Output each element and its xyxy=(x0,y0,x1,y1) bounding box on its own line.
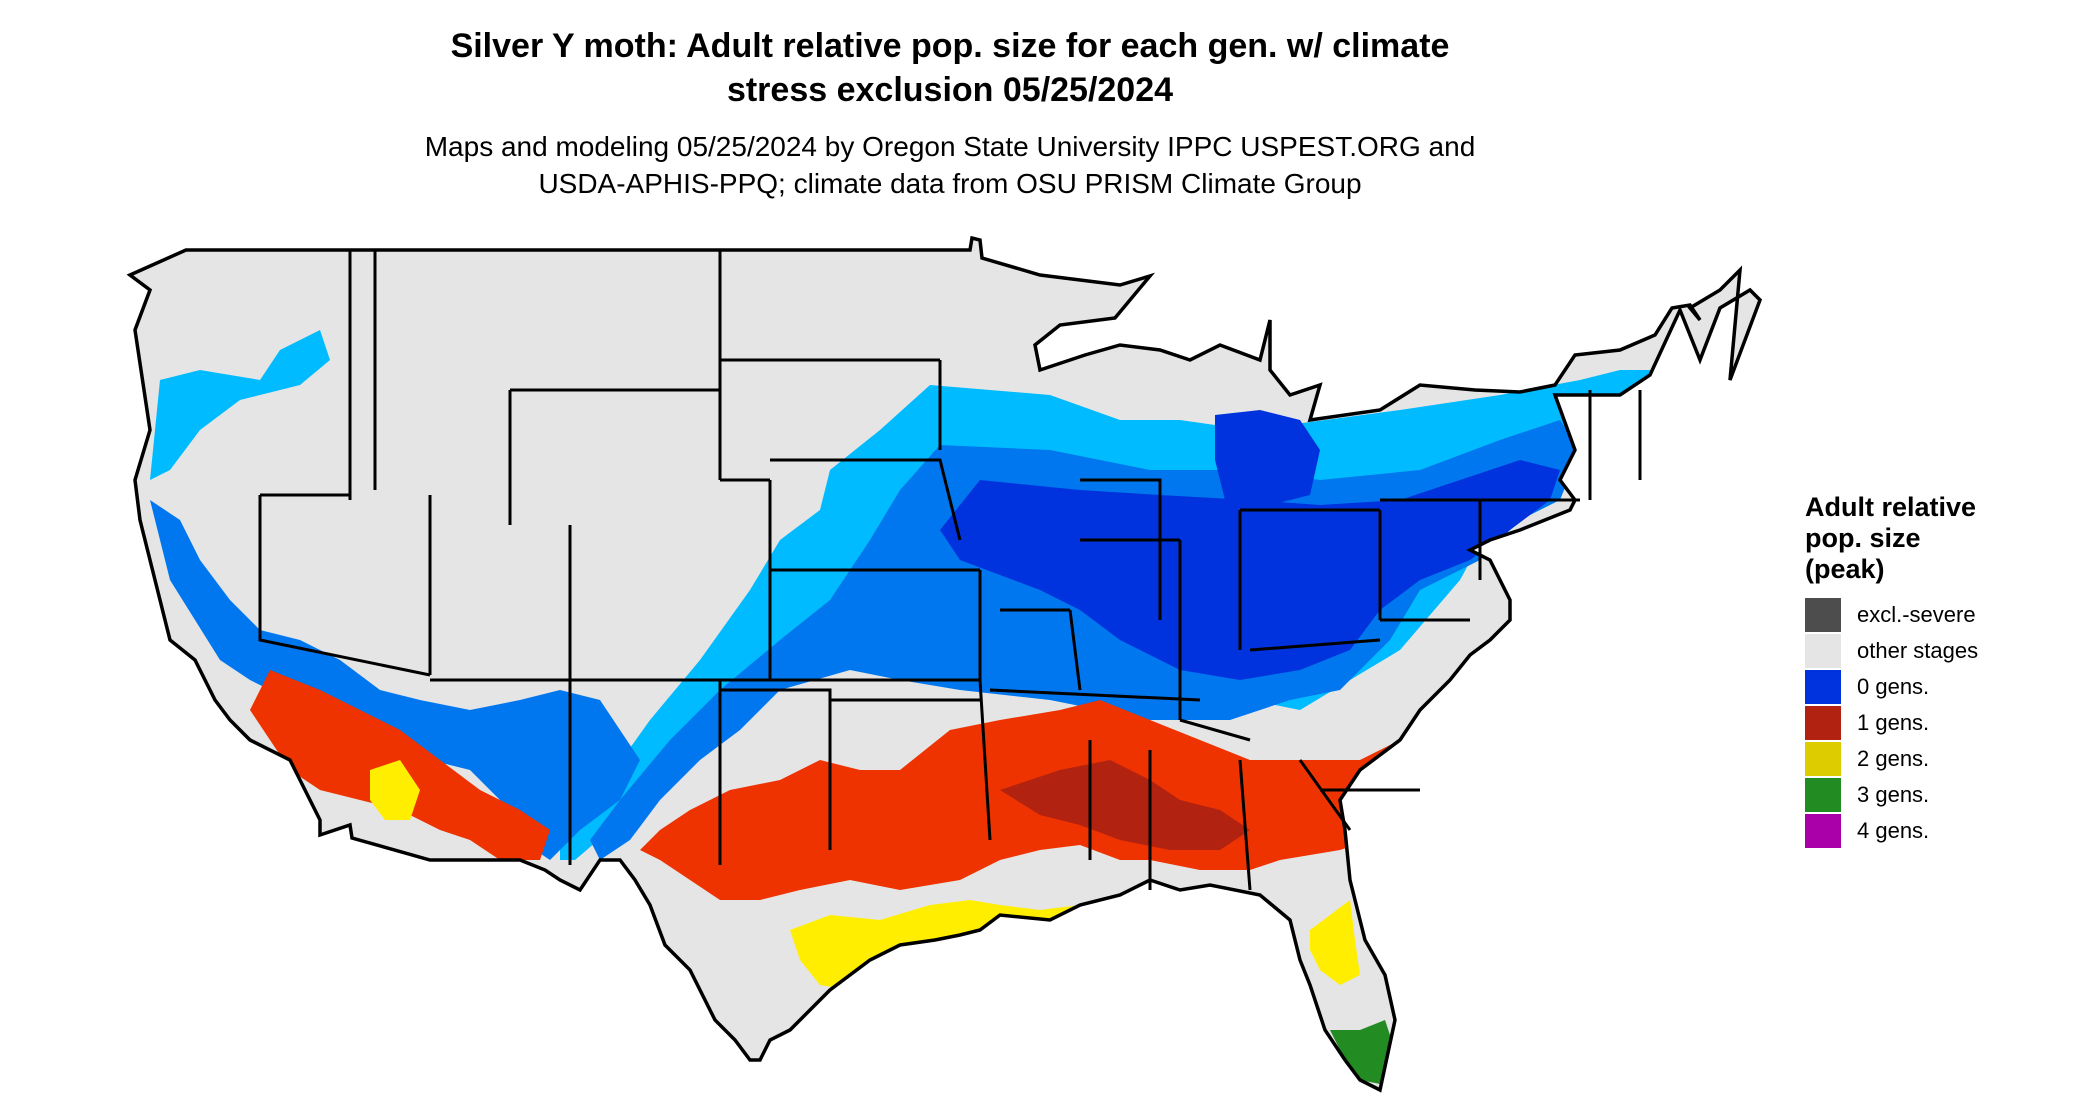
legend-title-line-3: (peak) xyxy=(1805,554,1885,584)
zone-0-gens-michigan xyxy=(1215,410,1320,505)
zone-0-gens-west xyxy=(150,500,640,860)
state-borders xyxy=(258,250,1642,891)
legend-title-line-1: Adult relative xyxy=(1805,492,1977,522)
legend-label: 3 gens. xyxy=(1857,782,1930,807)
legend-item-2-gens: 2 gens. xyxy=(1805,741,2065,777)
legend-title-line-2: pop. size xyxy=(1805,523,1921,553)
map-subtitle-line-1: Maps and modeling 05/25/2024 by Oregon S… xyxy=(424,131,1476,162)
legend-item-3-gens: 3 gens. xyxy=(1805,777,2065,813)
map-legend: Adult relative pop. size (peak) excl.-se… xyxy=(1805,492,2065,849)
map-title-line-1: Silver Y moth: Adult relative pop. size … xyxy=(450,27,1450,65)
legend-label: 2 gens. xyxy=(1857,746,1930,771)
legend-label: other stages xyxy=(1857,638,1979,663)
legend-label: excl.-severe xyxy=(1857,602,1976,627)
population-zones xyxy=(150,330,1650,1085)
us-population-map xyxy=(128,236,1762,1092)
legend-swatch xyxy=(1805,598,1841,632)
legend-item-other-stages: other stages xyxy=(1805,633,2065,669)
map-subtitle: Maps and modeling 05/25/2024 by Oregon S… xyxy=(0,128,1900,202)
legend-item-1-gens: 1 gens. xyxy=(1805,705,2065,741)
map-title: Silver Y moth: Adult relative pop. size … xyxy=(0,24,1900,112)
zone-2-gens-southwest xyxy=(370,760,420,820)
legend-label: 4 gens. xyxy=(1857,818,1930,843)
zone-0-gens-dark xyxy=(940,460,1560,680)
legend-title: Adult relative pop. size (peak) xyxy=(1805,492,2065,585)
legend-items: excl.-severe other stages 0 gens. 1 gens… xyxy=(1805,597,2065,849)
legend-label: 0 gens. xyxy=(1857,674,1930,699)
zone-0-gens-northwest xyxy=(150,330,330,480)
legend-swatch xyxy=(1805,814,1841,848)
legend-swatch xyxy=(1805,634,1841,668)
legend-swatch xyxy=(1805,778,1841,812)
legend-label: 1 gens. xyxy=(1857,710,1930,735)
zone-3-gens-florida xyxy=(1330,1020,1395,1085)
legend-item-excl-severe: excl.-severe xyxy=(1805,597,2065,633)
zone-1-gens-dark xyxy=(1000,760,1250,850)
legend-item-0-gens: 0 gens. xyxy=(1805,669,2065,705)
legend-item-4-gens: 4 gens. xyxy=(1805,813,2065,849)
legend-swatch xyxy=(1805,706,1841,740)
zone-3-gens-texas xyxy=(870,1040,905,1065)
legend-swatch xyxy=(1805,742,1841,776)
map-subtitle-line-2: USDA-APHIS-PPQ; climate data from OSU PR… xyxy=(538,168,1362,199)
map-title-line-2: stress exclusion 05/25/2024 xyxy=(726,71,1174,109)
legend-swatch xyxy=(1805,670,1841,704)
zone-2-gens-florida xyxy=(1310,900,1360,985)
